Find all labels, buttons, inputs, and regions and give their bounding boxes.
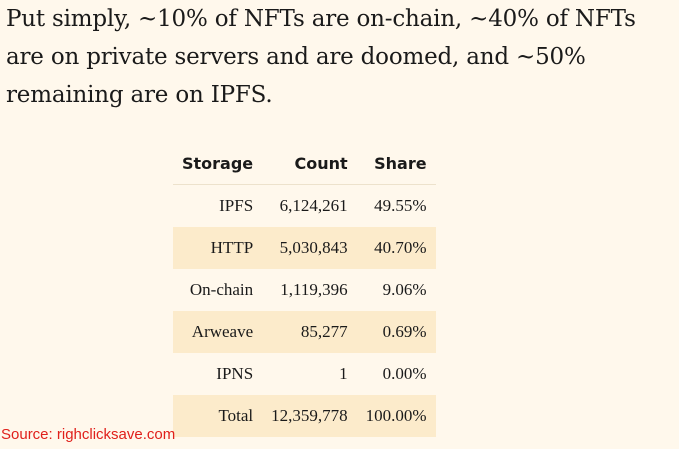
header-storage: Storage (173, 142, 263, 185)
share-cell: 40.70% (356, 227, 436, 269)
share-cell: 100.00% (356, 395, 436, 437)
storage-cell: Arweave (173, 311, 263, 353)
storage-cell: IPNS (216, 364, 254, 383)
table-row: IPFS 6,124,261 49.55% (173, 185, 436, 228)
header-share: Share (356, 142, 436, 185)
share-cell: 0.00% (382, 364, 427, 383)
count-cell: 6,124,261 (279, 196, 348, 215)
storage-cell: HTTP (173, 227, 263, 269)
source-caption: Source: righclicksave.com (1, 426, 176, 443)
storage-cell: Total (173, 395, 263, 437)
table-header-row: Storage Count Share (173, 142, 436, 185)
storage-cell: IPFS (219, 196, 254, 215)
count-cell: 1 (339, 364, 348, 383)
table-row: HTTP 5,030,843 40.70% (173, 227, 436, 269)
table-row: Arweave 85,277 0.69% (173, 311, 436, 353)
intro-paragraph: Put simply, ~10% of NFTs are on-chain, ~… (6, 6, 636, 108)
table-row: On-chain 1,119,396 9.06% (173, 269, 436, 311)
storage-cell: On-chain (189, 280, 254, 299)
count-cell: 85,277 (262, 311, 357, 353)
count-cell: 12,359,778 (262, 395, 357, 437)
share-cell: 9.06% (382, 280, 427, 299)
share-cell: 49.55% (374, 196, 427, 215)
share-cell: 0.69% (356, 311, 436, 353)
table-total-row: Total 12,359,778 100.00% (173, 395, 436, 437)
table-row: IPNS 1 0.00% (173, 353, 436, 395)
header-count: Count (262, 142, 357, 185)
count-cell: 5,030,843 (262, 227, 357, 269)
count-cell: 1,119,396 (280, 280, 348, 299)
storage-table: Storage Count Share IPFS 6,124,261 49.55… (173, 142, 436, 437)
